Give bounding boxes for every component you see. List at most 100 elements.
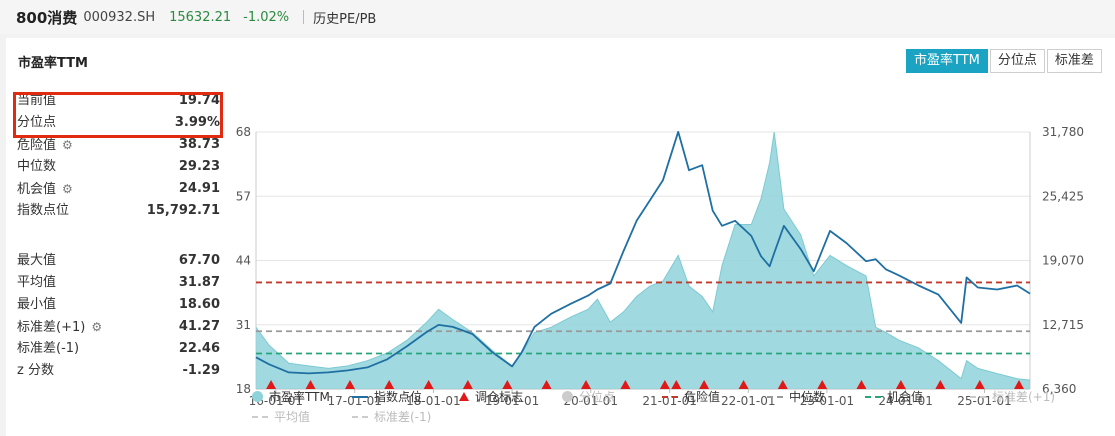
stat-value: 18.60	[178, 297, 220, 312]
x-tick-label: 23-01-01	[800, 394, 854, 406]
stat-value: 22.46	[178, 341, 220, 356]
stats-panel: 当前值 19.74 分位点 3.99% 危险值 ⚙ 38.73 中位数 29.23…	[6, 90, 220, 382]
stat-value: 41.27	[178, 319, 220, 334]
stat-value: 29.23	[178, 159, 220, 174]
legend-swatch	[865, 395, 881, 398]
rebalance-marker	[462, 380, 473, 389]
history-pe-pb-link[interactable]: 历史PE/PB	[313, 11, 377, 27]
y-left-tick-label: 68	[236, 125, 251, 139]
tab-pe-ttm[interactable]: 市盈率TTM	[906, 49, 988, 73]
legend-swatch	[352, 415, 368, 418]
y-left-tick-label: 57	[236, 189, 251, 203]
gear-icon[interactable]: ⚙	[62, 138, 73, 152]
tab-percentile[interactable]: 分位点	[989, 49, 1045, 73]
rebalance-marker	[738, 380, 749, 389]
rebalance-marker	[935, 380, 946, 389]
legend-swatch	[970, 395, 986, 398]
stat-label: 标准差(-1)	[17, 341, 80, 356]
legend-swatch	[662, 395, 678, 398]
legend-label: 标准差(-1)	[374, 410, 432, 424]
rebalance-marker	[502, 380, 513, 389]
stat-label: 最大值	[17, 253, 57, 268]
legend-item[interactable]: 调仓标志	[459, 388, 523, 405]
legend-swatch	[352, 395, 368, 398]
rebalance-marker	[266, 380, 277, 389]
stat-row-median: 中位数 29.23	[6, 156, 220, 178]
legend-swatch	[252, 415, 268, 418]
legend-item[interactable]: 市盈率TTM	[252, 388, 330, 405]
legend-label: 指数点位	[374, 390, 423, 404]
stat-label: 平均值	[17, 275, 57, 290]
rebalance-marker	[1014, 380, 1025, 389]
stat-row-percentile: 分位点 3.99%	[6, 112, 220, 134]
gear-icon[interactable]: ⚙	[62, 182, 73, 196]
rebalance-marker	[671, 380, 682, 389]
x-tick-label: 17-01-01	[327, 394, 381, 406]
y-right-tick-label: 6,360	[1042, 382, 1076, 396]
series-pe-area	[256, 132, 1030, 389]
stat-label: 最小值	[17, 297, 57, 312]
rebalance-marker	[974, 380, 985, 389]
series-index-line	[255, 130, 1031, 375]
rebalance-marker	[305, 380, 316, 389]
pe-chart[interactable]: 68 31,780 57 25,425 44 19,070 31 12,715 18 6,360 1…	[6, 76, 1115, 406]
stat-row-current: 当前值 19.74	[6, 90, 220, 112]
rebalance-marker	[895, 380, 906, 389]
rebalance-marker	[580, 380, 591, 389]
index-code: 000932.SH	[83, 9, 156, 25]
stat-label: 指数点位	[17, 203, 70, 218]
stat-label-text: 标准差(+1)	[17, 320, 86, 335]
y-right-tick-label: 19,070	[1042, 254, 1084, 268]
stat-row-danger: 危险值 ⚙ 38.73	[6, 134, 220, 156]
legend-item[interactable]: 中位数	[767, 388, 825, 405]
index-name: 800消费	[16, 8, 78, 27]
x-tick-label: 19-01-01	[485, 394, 539, 406]
legend-item[interactable]: 平均值	[252, 408, 310, 425]
stat-row-opportunity: 机会值 ⚙ 24.91	[6, 178, 220, 200]
rebalance-marker	[344, 380, 355, 389]
x-tick-label: 21-01-01	[642, 394, 696, 406]
stat-label-text: 机会值	[17, 182, 57, 197]
stat-row-zscore: z 分数 -1.29	[6, 360, 220, 382]
page-header: 800消费 000932.SH 15632.21 -1.02% 历史PE/PB	[0, 0, 1115, 34]
stat-label: 分位点	[17, 115, 57, 130]
legend-label: 标准差(+1)	[992, 390, 1056, 404]
stat-row-min: 最小值 18.60	[6, 294, 220, 316]
legend-swatch	[767, 395, 783, 398]
rebalance-marker	[817, 380, 828, 389]
index-change: -1.02%	[243, 9, 290, 25]
metric-tabs: 市盈率TTM 分位点 标准差	[906, 49, 1102, 73]
y-right-tick-label: 31,780	[1042, 125, 1084, 139]
rebalance-marker	[423, 380, 434, 389]
legend-item[interactable]: 危险值	[662, 388, 720, 405]
legend-item[interactable]: 机会值	[865, 388, 923, 405]
rebalance-marker	[777, 380, 788, 389]
legend-item[interactable]: 标准差(-1)	[352, 408, 431, 425]
stat-value: 31.87	[178, 275, 220, 290]
legend-item[interactable]: 分位点	[562, 388, 615, 405]
legend-label: 危险值	[684, 390, 721, 404]
stat-value: 15,792.71	[146, 203, 220, 218]
gear-icon[interactable]: ⚙	[91, 320, 103, 334]
tab-std-dev[interactable]: 标准差	[1046, 49, 1102, 73]
stat-row-mean: 平均值 31.87	[6, 272, 220, 294]
stat-row-std-minus: 标准差(-1) 22.46	[6, 338, 220, 360]
series-pe-line	[255, 131, 1031, 381]
legend-swatch	[459, 392, 469, 401]
legend-item[interactable]: 指数点位	[352, 388, 422, 405]
stat-label: z 分数	[17, 363, 54, 378]
stat-row-index-level: 指数点位 15,792.71	[6, 200, 220, 222]
stat-label: 危险值 ⚙	[17, 134, 73, 157]
card-title: 市盈率TTM	[18, 56, 88, 71]
stat-value: 38.73	[178, 137, 220, 152]
header-divider	[303, 10, 305, 24]
legend-label: 调仓标志	[475, 390, 524, 404]
legend-label: 平均值	[274, 410, 311, 424]
y-right-tick-label: 25,425	[1042, 189, 1084, 203]
valuation-card: 市盈率TTM 市盈率TTM 分位点 标准差 当前值 19.74 分位点 3.99…	[6, 38, 1115, 436]
rebalance-marker	[659, 380, 670, 389]
rebalance-marker	[620, 380, 631, 389]
legend-item[interactable]: 标准差(+1)	[970, 388, 1055, 405]
x-tick-label: 18-01-01	[406, 394, 460, 406]
stat-value: 67.70	[178, 253, 220, 268]
